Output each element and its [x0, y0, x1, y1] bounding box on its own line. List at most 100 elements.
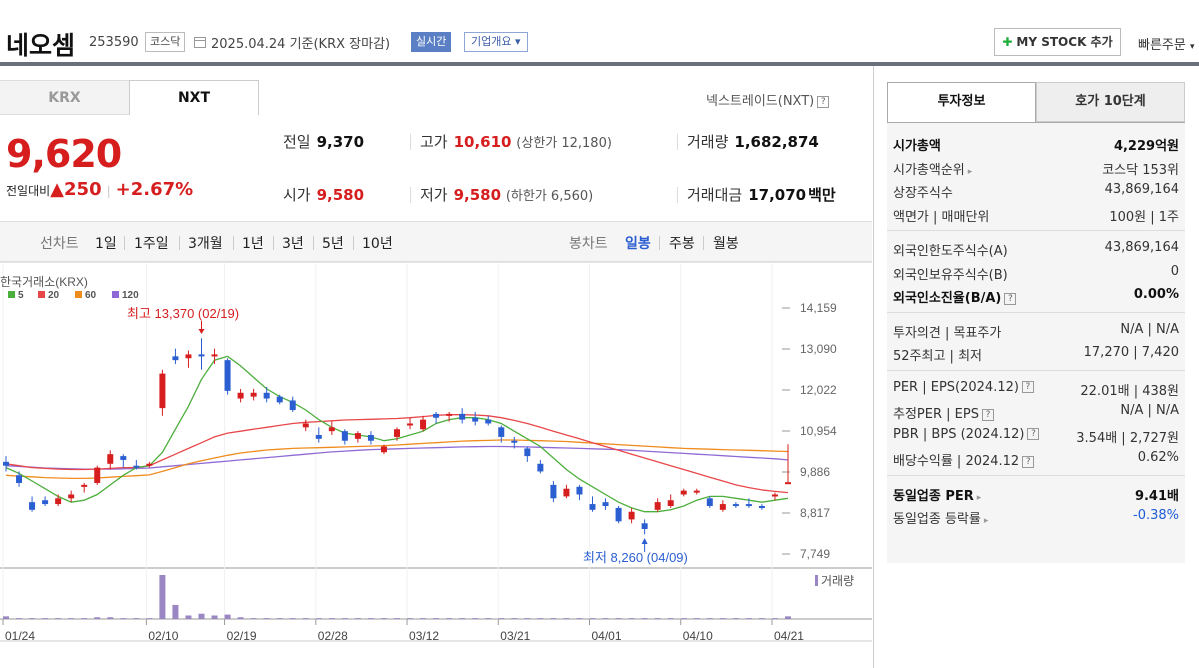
- info-row: 외국인소진율(B/A)? 0.00%: [893, 287, 1179, 309]
- y-tick-label: 14,159: [800, 301, 837, 315]
- volume-value: 1,682,874: [734, 133, 819, 151]
- chevron-right-icon[interactable]: ▸: [967, 166, 973, 177]
- ma60-line: [5, 439, 789, 480]
- period-3m[interactable]: 3개월: [188, 236, 223, 252]
- low-price: 저가 9,580 (하한가 6,560): [420, 184, 593, 205]
- candle-body: [211, 354, 218, 357]
- chevron-right-icon[interactable]: ▸: [983, 516, 989, 526]
- volume-bar: [589, 618, 596, 619]
- info-label: 액면가 | 매매단위: [893, 209, 990, 225]
- divider: [124, 236, 125, 250]
- candle-body: [94, 467, 101, 483]
- help-icon[interactable]: ?: [1027, 428, 1040, 440]
- info-value: N/A | N/A: [1120, 321, 1179, 337]
- candle-daily[interactable]: 일봉: [625, 236, 651, 252]
- candle-body: [758, 505, 765, 508]
- high-price: 고가 10,610 (상한가 12,180): [420, 131, 612, 152]
- info-value: 0.62%: [1137, 450, 1179, 465]
- volume-bar: [302, 618, 309, 619]
- trading-value-unit: 백만: [808, 186, 836, 204]
- company-overview-dropdown[interactable]: 기업개요 ▾: [464, 32, 528, 52]
- candle-body: [524, 448, 531, 457]
- volume-bar: [719, 618, 726, 619]
- info-label: 52주최고 | 최저: [893, 349, 982, 364]
- nextrade-help-link[interactable]: 넥스트레이드(NXT)?: [706, 90, 830, 109]
- right-tabs: 투자정보 호가 10단계: [887, 82, 1185, 122]
- price-chart[interactable]: 14,159 13,090 12,022 10,954 9,886 8,817 7,749 0…: [0, 262, 872, 642]
- volume-bar: [55, 618, 62, 619]
- help-icon[interactable]: ?: [1022, 455, 1035, 468]
- tab-nxt[interactable]: NXT: [129, 80, 259, 115]
- info-label: 시가총액: [893, 135, 941, 154]
- volume-bar: [107, 617, 114, 619]
- volume-bar: [420, 618, 427, 619]
- market-badge: 코스닥: [145, 32, 186, 52]
- help-icon[interactable]: ?: [817, 95, 830, 108]
- help-icon[interactable]: ?: [1004, 292, 1017, 305]
- period-3y[interactable]: 3년: [282, 236, 304, 252]
- volume-bar: [615, 618, 622, 619]
- candle-body: [276, 396, 283, 403]
- volume-bar: [446, 618, 453, 619]
- candle-weekly[interactable]: 주봉: [669, 236, 695, 252]
- volume-bar: [745, 618, 752, 619]
- tab-orderbook-10[interactable]: 호가 10단계: [1036, 82, 1185, 122]
- low-label: 저가: [420, 186, 448, 204]
- period-1w[interactable]: 1주일: [134, 236, 169, 252]
- volume-bar: [394, 618, 400, 619]
- volume-bar: [380, 618, 387, 619]
- volume: 거래량 1,682,874: [687, 131, 819, 152]
- tab-investment-info[interactable]: 투자정보: [887, 82, 1036, 122]
- info-label: 투자의견 | 목표주가: [893, 325, 1002, 341]
- investment-info-panel: 투자정보 호가 10단계 시가총액 4,229억원 시가총액순위 ▸ 코스닥 153위 상…: [873, 66, 1199, 668]
- line-chart-label: 선차트: [40, 236, 79, 252]
- my-stock-add-button[interactable]: ✚ MY STOCK 추가: [994, 28, 1121, 56]
- volume-label: 거래량: [687, 133, 729, 151]
- volume-bar: [498, 618, 505, 619]
- candle-body: [589, 504, 596, 510]
- volume-bar: [224, 614, 231, 619]
- candle-monthly[interactable]: 월봉: [713, 236, 739, 252]
- info-value: 0.00%: [1134, 287, 1179, 302]
- quote-date: 2025.04.24 기준(KRX 장마감): [211, 37, 391, 52]
- candle-body: [706, 498, 713, 506]
- legend-swatch: [75, 291, 82, 298]
- volume-bar: [211, 615, 218, 619]
- volume-bar: [563, 618, 570, 619]
- volume-bar: [263, 618, 270, 619]
- info-value: 22.01배 | 438원: [1080, 383, 1179, 399]
- period-5y[interactable]: 5년: [322, 236, 344, 252]
- candle-body: [628, 511, 635, 520]
- candle-body: [3, 461, 9, 466]
- volume-bar: [354, 618, 361, 619]
- volume-bar: [133, 618, 140, 619]
- info-row: PBR | BPS (2024.12)? 3.54배 | 2,727원: [893, 427, 1179, 449]
- info-row: PER | EPS(2024.12)? 22.01배 | 438원: [893, 380, 1179, 402]
- chevron-right-icon[interactable]: ▸: [976, 492, 982, 503]
- prev-close-value: 9,370: [316, 133, 365, 151]
- divider: [313, 236, 314, 250]
- period-10y[interactable]: 10년: [362, 236, 393, 252]
- change-percent: +2.67%: [115, 179, 194, 200]
- period-1y[interactable]: 1년: [242, 236, 264, 252]
- help-icon[interactable]: ?: [1021, 381, 1034, 393]
- help-icon[interactable]: ?: [981, 408, 994, 421]
- candle-body: [198, 354, 205, 357]
- tab-krx[interactable]: KRX: [0, 80, 130, 115]
- period-1d[interactable]: 1일: [95, 236, 117, 252]
- y-tick-label: 7,749: [800, 547, 830, 561]
- info-value: 0: [1170, 263, 1179, 279]
- volume-bar: [289, 618, 296, 619]
- candle-body: [341, 431, 348, 441]
- divider: [659, 236, 660, 250]
- info-row: 투자의견 | 목표주가 N/A | N/A: [893, 322, 1179, 344]
- quick-order-button[interactable]: 빠른주문 ▾: [1138, 34, 1195, 53]
- info-label-text: 동일업종 PER: [893, 488, 974, 504]
- divider: |: [106, 184, 111, 198]
- high-annotation: 최고 13,370 (02/19): [127, 306, 239, 321]
- candle-body: [120, 456, 127, 460]
- realtime-button[interactable]: 실시간: [411, 32, 452, 52]
- divider: [677, 187, 678, 203]
- candle-body: [250, 392, 257, 397]
- volume-bar: [237, 617, 244, 619]
